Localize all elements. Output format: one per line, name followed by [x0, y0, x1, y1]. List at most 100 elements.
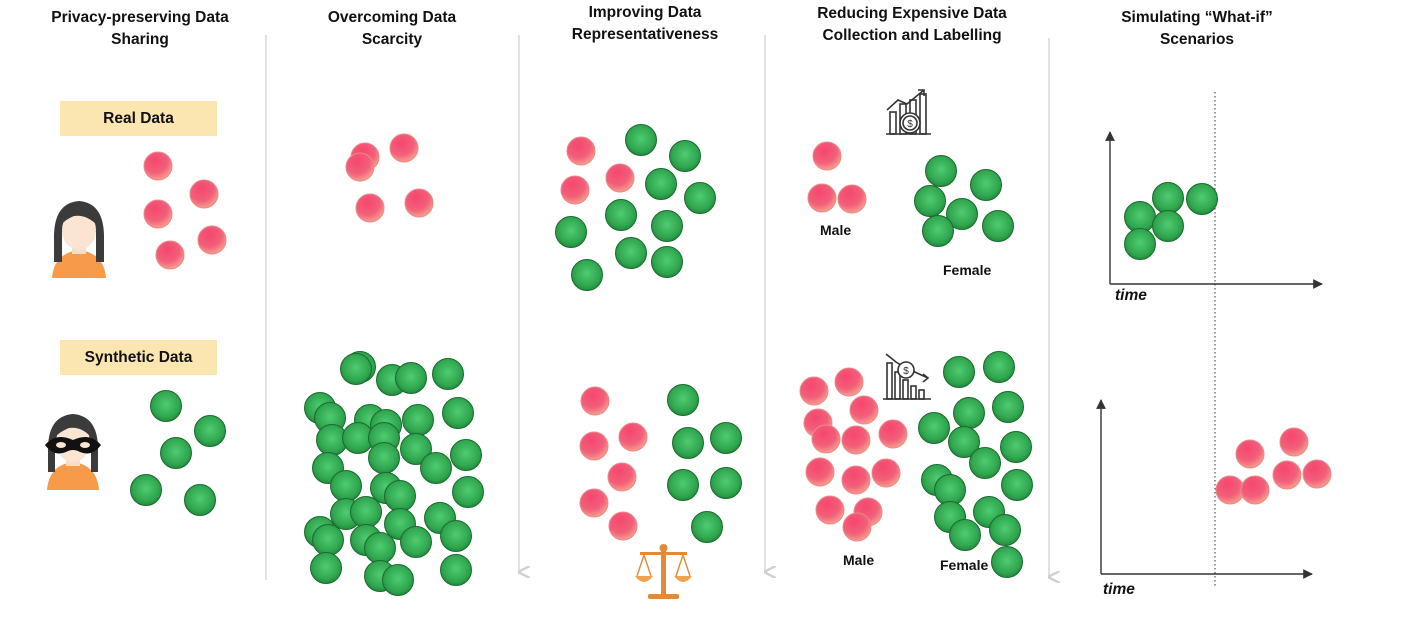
column-title-scarcity: Overcoming Data Scarcity — [292, 7, 492, 51]
whatif-bottom-axes — [1096, 399, 1313, 579]
green-data-point — [605, 199, 637, 231]
green-data-point — [710, 422, 742, 454]
green-data-point — [934, 474, 966, 506]
green-data-point — [918, 412, 950, 444]
green-data-point — [991, 546, 1023, 578]
column-title-privacy-line2: Sharing — [111, 31, 169, 48]
red-data-point — [841, 425, 871, 455]
real-data-label: Real Data — [60, 101, 217, 136]
column-dividers — [265, 35, 1049, 580]
green-data-point — [1152, 182, 1184, 214]
column-title-privacy-line1: Privacy-preserving Data — [51, 9, 229, 26]
column-title-reducing: Reducing Expensive Data Collection and L… — [797, 3, 1027, 47]
green-data-point — [992, 391, 1024, 423]
green-data-point — [710, 467, 742, 499]
column-title-scarcity-line1: Overcoming Data — [327, 9, 457, 26]
green-data-point — [1124, 201, 1156, 233]
balance-scale-icon — [635, 544, 692, 599]
red-data-point — [607, 462, 637, 492]
green-data-point — [953, 397, 985, 429]
green-data-point — [452, 476, 484, 508]
red-data-point — [805, 457, 835, 487]
column-title-reducing-line1: Reducing Expensive Data — [817, 5, 1007, 22]
red-data-point — [155, 240, 185, 270]
red-data-point — [197, 225, 227, 255]
green-data-point — [450, 439, 482, 471]
green-data-point — [150, 390, 182, 422]
red-data-point — [605, 163, 635, 193]
green-data-point — [382, 564, 414, 596]
red-data-point — [355, 193, 385, 223]
green-data-point — [395, 362, 427, 394]
red-data-point — [389, 133, 419, 163]
green-data-point — [340, 353, 372, 385]
green-data-point — [400, 526, 432, 558]
red-data-point — [1279, 427, 1309, 457]
green-data-point — [969, 447, 1001, 479]
red-data-point — [189, 179, 219, 209]
green-data-point — [970, 169, 1002, 201]
red-data-point — [878, 419, 908, 449]
green-data-point — [943, 356, 975, 388]
green-data-point — [667, 384, 699, 416]
green-data-point — [440, 520, 472, 552]
bottom-female-label: Female — [940, 557, 989, 573]
red-data-point — [579, 488, 609, 518]
green-data-point — [948, 426, 980, 458]
red-data-point — [345, 152, 375, 182]
green-data-point — [130, 474, 162, 506]
red-data-point — [837, 184, 867, 214]
red-data-point — [560, 175, 590, 205]
green-data-point — [184, 484, 216, 516]
red-data-point — [404, 188, 434, 218]
column-title-representativeness-line2: Representativeness — [571, 26, 719, 43]
red-data-point — [812, 141, 842, 171]
top-time-label: time — [1115, 287, 1147, 304]
green-data-point — [1152, 210, 1184, 242]
red-data-point — [608, 511, 638, 541]
svg-text:$: $ — [903, 366, 909, 377]
green-data-point — [402, 404, 434, 436]
red-data-point — [143, 199, 173, 229]
green-data-point — [442, 397, 474, 429]
green-data-point — [420, 452, 452, 484]
column-title-whatif-line2: Scenarios — [1159, 31, 1235, 48]
green-data-point — [1124, 228, 1156, 260]
green-data-point — [669, 140, 701, 172]
green-data-point — [691, 511, 723, 543]
green-data-point — [922, 215, 954, 247]
red-data-point — [811, 424, 841, 454]
green-data-point — [983, 351, 1015, 383]
red-data-point — [143, 151, 173, 181]
red-data-point — [1302, 459, 1332, 489]
green-data-point — [400, 433, 432, 465]
green-data-point — [194, 415, 226, 447]
green-data-point — [384, 480, 416, 512]
red-data-point — [807, 183, 837, 213]
column-title-scarcity-line2: Scarcity — [361, 31, 423, 48]
bottom-time-label: time — [1103, 581, 1135, 598]
green-data-point — [330, 470, 362, 502]
green-data-point — [684, 182, 716, 214]
green-data-point — [925, 155, 957, 187]
green-data-point — [1001, 469, 1033, 501]
green-data-point — [364, 532, 396, 564]
red-data-point — [815, 495, 845, 525]
masked-woman-avatar-icon — [45, 414, 101, 490]
red-data-point — [799, 376, 829, 406]
green-data-point — [312, 524, 344, 556]
top-female-label: Female — [943, 262, 992, 278]
green-data-point — [667, 469, 699, 501]
green-data-point — [651, 246, 683, 278]
green-data-point — [651, 210, 683, 242]
column-title-representativeness: Improving Data Representativeness — [545, 2, 745, 46]
data-points — [130, 124, 1332, 596]
red-data-point — [566, 136, 596, 166]
red-data-point — [1272, 460, 1302, 490]
green-data-point — [555, 216, 587, 248]
column-title-representativeness-line1: Improving Data — [588, 4, 702, 21]
top-male-label: Male — [820, 222, 852, 238]
green-data-point — [571, 259, 603, 291]
red-data-point — [1240, 475, 1270, 505]
whatif-top-axes — [1105, 131, 1323, 289]
